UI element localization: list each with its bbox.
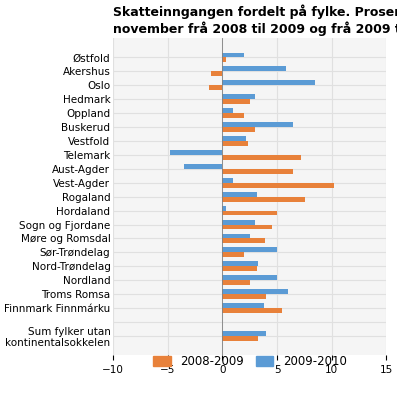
- Legend: 2008-2009, 2009-2010: 2008-2009, 2009-2010: [148, 351, 351, 373]
- Bar: [222, 233, 250, 239]
- Bar: [222, 81, 315, 85]
- Bar: [222, 308, 282, 313]
- Bar: [222, 294, 266, 299]
- Bar: [222, 127, 255, 132]
- Bar: [184, 164, 222, 169]
- Bar: [222, 183, 334, 188]
- Bar: [222, 225, 272, 229]
- Bar: [222, 94, 255, 99]
- Bar: [222, 169, 293, 174]
- Bar: [222, 57, 225, 62]
- Bar: [170, 150, 222, 155]
- Bar: [209, 85, 222, 90]
- Bar: [222, 67, 286, 71]
- Bar: [222, 113, 244, 118]
- Bar: [222, 122, 293, 127]
- Bar: [222, 275, 277, 280]
- Bar: [222, 261, 258, 266]
- Bar: [222, 303, 264, 308]
- Bar: [222, 247, 277, 252]
- Bar: [222, 336, 258, 341]
- Bar: [222, 206, 225, 211]
- Bar: [222, 136, 247, 141]
- Bar: [222, 331, 266, 336]
- Text: Skatteinngangen fordelt på fylke. Prosentvis endring januar-
november frå 2008 t: Skatteinngangen fordelt på fylke. Prosen…: [113, 4, 397, 36]
- Bar: [222, 211, 277, 215]
- Bar: [222, 289, 288, 294]
- Bar: [222, 99, 250, 104]
- Bar: [222, 219, 255, 225]
- Bar: [222, 155, 301, 160]
- Bar: [222, 280, 250, 285]
- Bar: [222, 53, 244, 57]
- Bar: [212, 71, 222, 76]
- Bar: [222, 192, 257, 197]
- Bar: [222, 252, 244, 257]
- Bar: [222, 108, 233, 113]
- Bar: [222, 141, 247, 146]
- Bar: [222, 178, 233, 183]
- Bar: [222, 239, 265, 243]
- Bar: [222, 197, 305, 201]
- Bar: [222, 266, 257, 271]
